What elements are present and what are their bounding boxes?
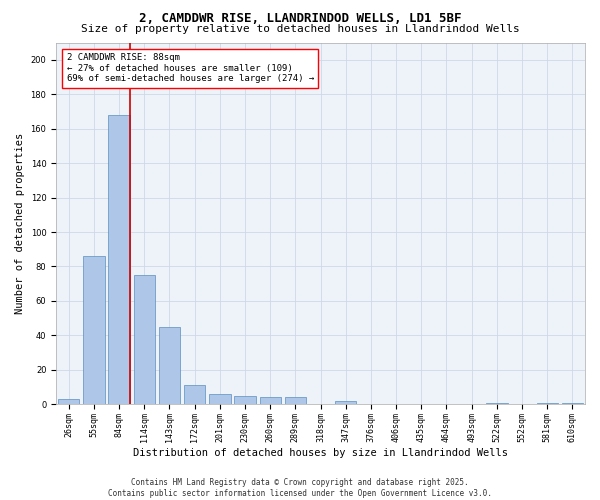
Bar xyxy=(235,396,256,404)
Bar xyxy=(486,402,508,404)
Text: Size of property relative to detached houses in Llandrindod Wells: Size of property relative to detached ho… xyxy=(80,24,520,34)
Bar xyxy=(159,327,180,404)
Text: Contains HM Land Registry data © Crown copyright and database right 2025.
Contai: Contains HM Land Registry data © Crown c… xyxy=(108,478,492,498)
Bar xyxy=(58,399,79,404)
Bar xyxy=(134,275,155,404)
Bar xyxy=(109,115,130,405)
Bar xyxy=(184,386,205,404)
Bar xyxy=(284,398,306,404)
Bar xyxy=(536,402,558,404)
Text: 2 CAMDDWR RISE: 88sqm
← 27% of detached houses are smaller (109)
69% of semi-det: 2 CAMDDWR RISE: 88sqm ← 27% of detached … xyxy=(67,54,314,83)
Bar xyxy=(83,256,104,404)
Y-axis label: Number of detached properties: Number of detached properties xyxy=(15,133,25,314)
Bar xyxy=(562,402,583,404)
X-axis label: Distribution of detached houses by size in Llandrindod Wells: Distribution of detached houses by size … xyxy=(133,448,508,458)
Bar xyxy=(209,394,230,404)
Text: 2, CAMDDWR RISE, LLANDRINDOD WELLS, LD1 5BF: 2, CAMDDWR RISE, LLANDRINDOD WELLS, LD1 … xyxy=(139,12,461,26)
Bar xyxy=(335,401,356,404)
Bar xyxy=(260,398,281,404)
